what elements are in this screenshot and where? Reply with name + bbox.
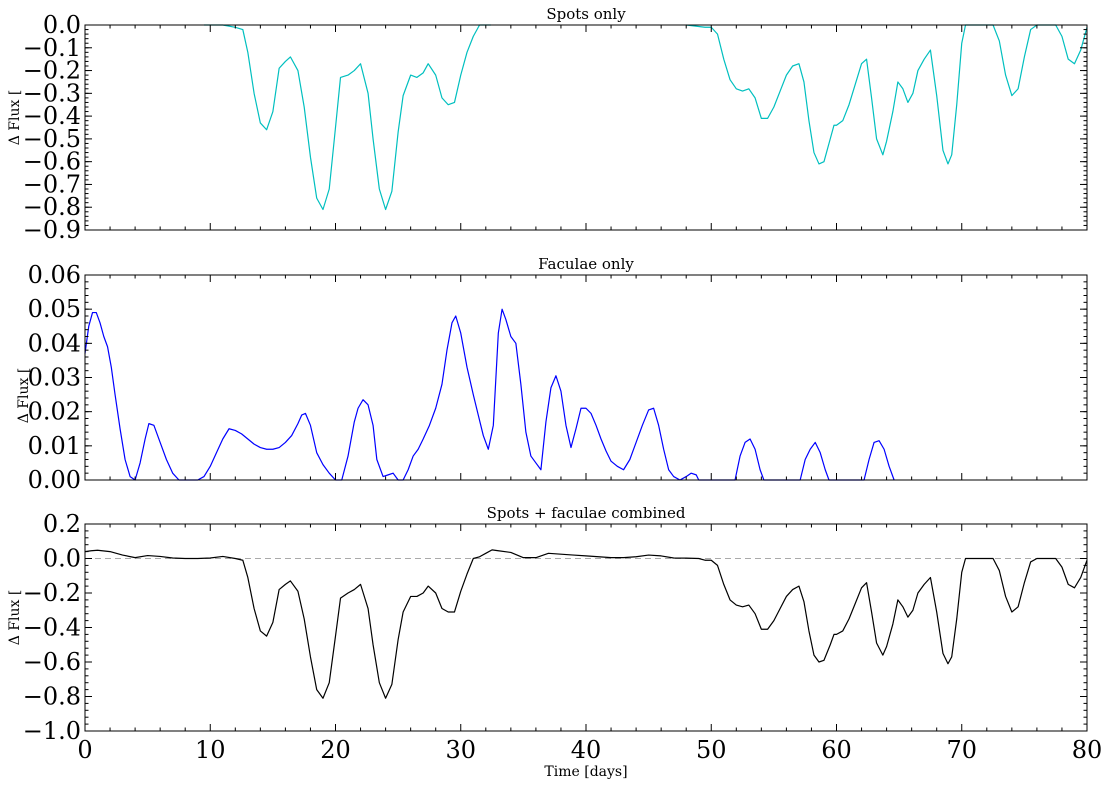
combined-panel-title: Spots + faculae combined — [487, 504, 686, 522]
faculae-y-tick-label: 0.00 — [28, 466, 81, 494]
spots-y-tick-label: −0.2 — [23, 57, 81, 85]
faculae-panel-title: Faculae only — [538, 255, 634, 273]
combined-panel: 0 10 20 30 40 50 60 70 80 0.2 0.0 −0.2 −0.4 −0.6 −0.8 −… — [7, 504, 1102, 764]
spots-only-panel: 0.0−0.1−0.2−0.3−0.4−0.5−0.6−0.7−0.8−0.9 S… — [7, 5, 1088, 244]
spots-y-tick-label: −0.7 — [23, 170, 81, 198]
spots-series-line-1 — [686, 24, 1088, 165]
combined-y-tick-label: −0.4 — [23, 614, 81, 642]
x-axis-label: Time [days] — [544, 764, 627, 780]
faculae-y-tick-label: 0.06 — [28, 261, 81, 289]
faculae-y-tick-label: 0.02 — [28, 398, 81, 426]
combined-x-tick-label: 0 — [77, 736, 92, 764]
spots-y-tick-label: −0.6 — [23, 148, 81, 176]
combined-y-tick-label: 0.2 — [43, 510, 81, 538]
spots-y-tick-label: −0.5 — [23, 125, 81, 153]
spots-y-tick-label: 0.0 — [43, 11, 81, 39]
faculae-y-axis-label: Δ Flux [ — [16, 368, 32, 424]
combined-y-tick-label: −1.0 — [23, 717, 81, 745]
combined-plot-frame — [84, 523, 1088, 732]
combined-y-axis-label: Δ Flux [ — [7, 590, 23, 646]
combined-x-tick-label: 60 — [821, 736, 852, 764]
faculae-y-tick-label: 0.03 — [28, 364, 81, 392]
spots-panel-title: Spots only — [546, 5, 626, 23]
spots-series-line-0 — [203, 24, 491, 211]
spots-y-tick-label: −0.3 — [23, 79, 81, 107]
spots-y-tick-label: −0.9 — [23, 216, 81, 244]
faculae-series-line-0 — [84, 308, 895, 481]
spots-y-tick-label: −0.4 — [23, 102, 81, 130]
combined-series-line-0 — [84, 549, 1088, 699]
spots-y-axis-label: Δ Flux [ — [7, 90, 23, 146]
combined-x-tick-label: 50 — [696, 736, 727, 764]
combined-x-tick-label: 30 — [445, 736, 476, 764]
combined-y-tick-label: −0.8 — [23, 683, 81, 711]
faculae-plot-frame — [84, 274, 1088, 481]
combined-y-tick-label: 0.0 — [43, 545, 81, 573]
combined-x-tick-label: 70 — [946, 736, 977, 764]
combined-y-tick-label: −0.6 — [23, 648, 81, 676]
faculae-y-tick-label: 0.04 — [28, 329, 81, 357]
faculae-y-tick-label: 0.01 — [28, 432, 81, 460]
faculae-y-tick-label: 0.05 — [28, 295, 81, 323]
spots-y-tick-label: −0.1 — [23, 34, 81, 62]
combined-y-tick-label: −0.2 — [23, 579, 81, 607]
spots-y-tick-label: −0.8 — [23, 193, 81, 221]
combined-x-tick-label: 40 — [571, 736, 602, 764]
combined-x-tick-label: 20 — [320, 736, 351, 764]
spots-plot-frame — [84, 24, 1088, 231]
combined-x-tick-label: 80 — [1072, 736, 1103, 764]
combined-x-tick-label: 10 — [195, 736, 226, 764]
faculae-only-panel: 0.00 0.01 0.02 0.03 0.04 0.05 0.06 Faculae only… — [16, 255, 1088, 494]
